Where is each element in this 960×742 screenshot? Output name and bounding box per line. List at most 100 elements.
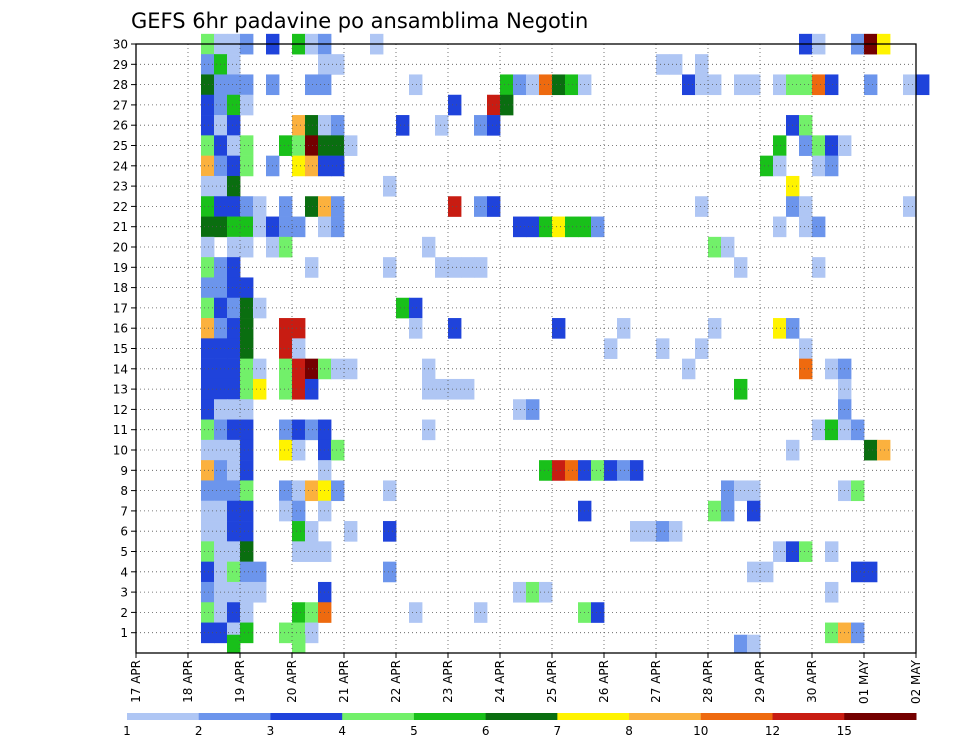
heatmap-cell [279, 216, 293, 238]
heatmap-cell [591, 216, 605, 238]
heatmap-cell [305, 115, 319, 136]
heatmap-cell [279, 318, 293, 339]
heatmap-cell [201, 175, 215, 197]
grid-lines [136, 44, 916, 653]
heatmap-cell [201, 480, 215, 502]
heatmap-cell [240, 94, 254, 116]
heatmap-cell [851, 480, 865, 502]
heatmap-cell [240, 318, 254, 339]
heatmap-cell [344, 358, 358, 380]
heatmap-cell [760, 155, 774, 177]
heatmap-cell [240, 236, 254, 258]
heatmap-cell [305, 602, 319, 623]
color-legend: 1 2 3 4 5 6 7 8 10 12 15 [123, 713, 917, 738]
heatmap-cell [227, 480, 241, 502]
heatmap-cell [448, 318, 462, 339]
heatmap-cell [565, 74, 579, 96]
heatmap-cell [383, 257, 397, 278]
x-tick-label: 18 APR [181, 660, 195, 703]
heatmap-cell [279, 419, 293, 441]
heatmap-cell [201, 541, 215, 562]
heatmap-cell [708, 318, 722, 339]
heatmap-cell [565, 216, 579, 238]
heatmap-cell [591, 602, 605, 623]
heatmap-cell [500, 74, 514, 96]
y-tick-label: 9 [120, 464, 128, 478]
heatmap-cell [240, 277, 254, 299]
x-axis: 17 APR 18 APR 19 APR 20 APR 21 APR 22 APR 23 A… [129, 653, 923, 704]
heatmap-cell [305, 358, 319, 380]
heatmap-cell [903, 196, 917, 217]
heatmap-cell [227, 318, 241, 339]
heatmap-cell [279, 480, 293, 502]
legend-tick-label: 8 [625, 724, 633, 738]
heatmap-cell [448, 196, 462, 217]
heatmap-cell [305, 521, 319, 542]
heatmap-cell [331, 54, 345, 75]
y-tick-label: 2 [120, 606, 128, 620]
heatmap-cell [201, 500, 215, 522]
heatmap-cell [227, 602, 241, 623]
heatmap-cell [253, 216, 267, 238]
heatmap-cell [409, 74, 423, 96]
heatmap-cell [201, 155, 215, 177]
heatmap-cell [487, 115, 501, 136]
y-tick-label: 22 [113, 200, 128, 214]
heatmap-cell [201, 521, 215, 542]
heatmap-cell [227, 338, 241, 359]
heatmap-cell [695, 54, 709, 75]
x-tick-label: 02 MAY [909, 659, 923, 704]
heatmap-cells [201, 33, 930, 654]
heatmap-cell [305, 541, 319, 562]
heatmap-cell [279, 135, 293, 156]
heatmap-cell [812, 216, 826, 238]
heatmap-cell [253, 297, 267, 319]
y-tick-label: 30 [113, 38, 128, 52]
heatmap-cell [227, 581, 241, 603]
heatmap-cell [227, 634, 241, 654]
heatmap-cell [227, 54, 241, 75]
heatmap-cell [240, 297, 254, 319]
y-tick-label: 26 [113, 119, 128, 133]
heatmap-cell [916, 74, 930, 96]
heatmap-cell [799, 74, 813, 96]
heatmap-cell [305, 196, 319, 217]
heatmap-cell [812, 155, 826, 177]
heatmap-cell [721, 480, 735, 502]
heatmap-cell [305, 257, 319, 278]
x-tick-label: 19 APR [233, 660, 247, 703]
x-tick-label: 23 APR [441, 660, 455, 703]
legend-color-swatch [413, 713, 487, 720]
heatmap-cell [383, 175, 397, 197]
y-tick-label: 20 [113, 241, 128, 255]
y-tick-label: 10 [113, 444, 128, 458]
heatmap-cell [331, 358, 345, 380]
legend-tick-label: 10 [693, 724, 708, 738]
heatmap-cell [799, 216, 813, 238]
heatmap-cell [227, 257, 241, 278]
heatmap-cell [305, 378, 319, 400]
heatmap-cell [292, 115, 306, 136]
heatmap-cell [201, 216, 215, 238]
heatmap-cell [227, 115, 241, 136]
heatmap-cell [227, 358, 241, 380]
heatmap-cell [240, 602, 254, 623]
heatmap-cell [253, 378, 267, 400]
heatmap-cell [864, 74, 878, 96]
heatmap-cell [591, 460, 605, 481]
heatmap-cell [201, 297, 215, 319]
heatmap-cell [201, 378, 215, 400]
heatmap-cell [461, 257, 475, 278]
heatmap-cell [747, 500, 761, 522]
y-tick-label: 23 [113, 180, 128, 194]
heatmap-cell [331, 155, 345, 177]
heatmap-cell [409, 602, 423, 623]
legend-tick-label: 12 [765, 724, 780, 738]
heatmap-cell [409, 318, 423, 339]
y-axis: 1234567891011121314151617181920212223242… [113, 38, 136, 640]
heatmap-cell [201, 399, 215, 420]
heatmap-cell [201, 439, 215, 461]
x-tick-label: 22 APR [389, 660, 403, 703]
heatmap-cell [253, 561, 267, 583]
heatmap-cell [799, 338, 813, 359]
